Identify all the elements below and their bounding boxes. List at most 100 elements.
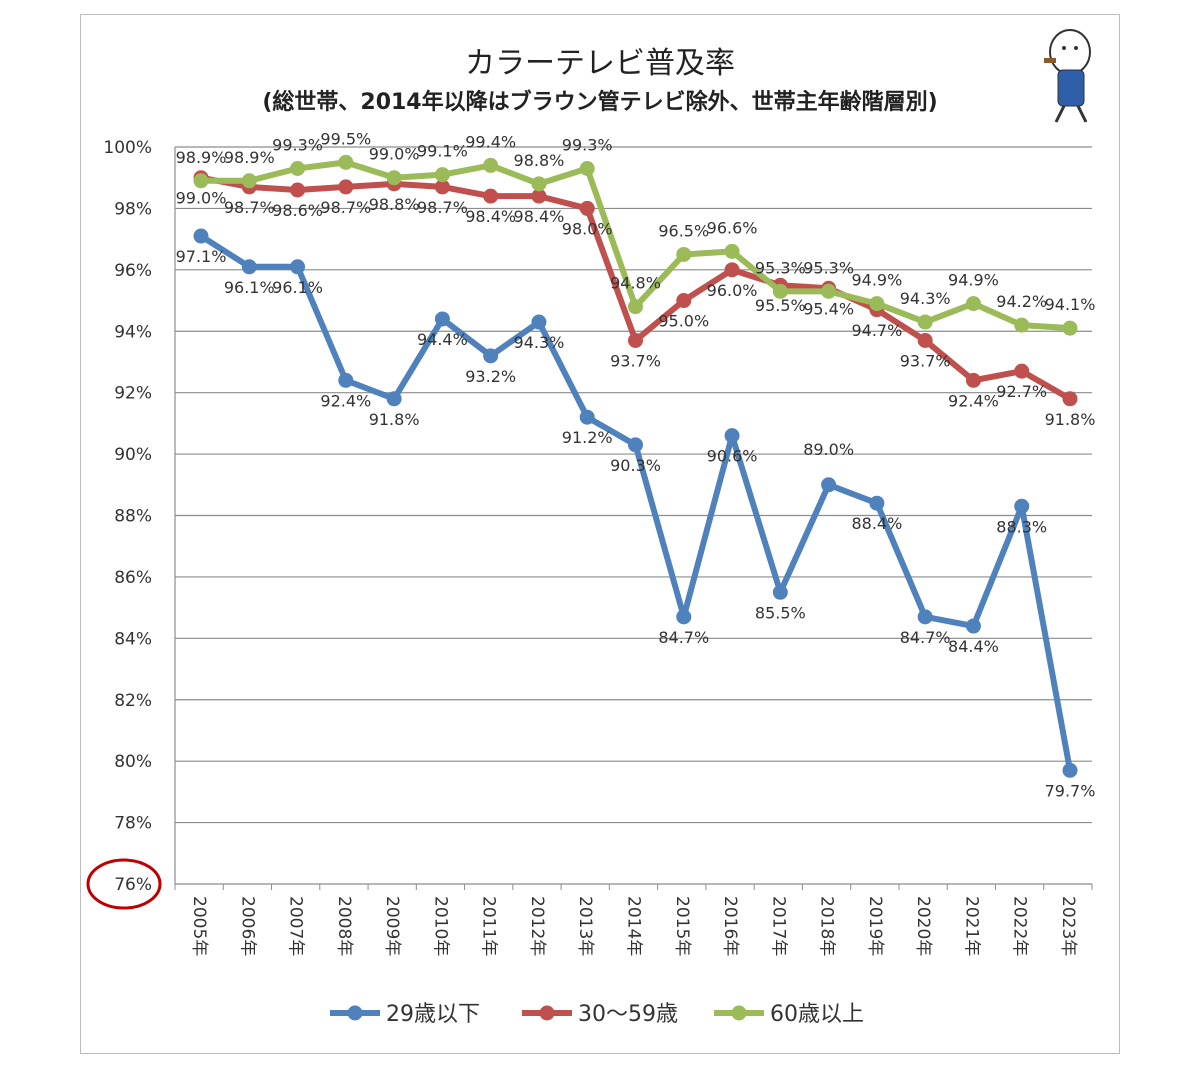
data-point xyxy=(917,332,933,348)
data-point xyxy=(290,160,306,176)
legend-item: 60歳以上 xyxy=(714,1002,864,1027)
data-point xyxy=(1014,498,1030,514)
data-label: 93.7% xyxy=(900,351,951,370)
data-label: 94.3% xyxy=(900,289,951,308)
x-tick-label: 2015年 xyxy=(672,896,692,956)
data-point xyxy=(434,311,450,327)
data-point xyxy=(579,160,595,176)
data-point xyxy=(772,283,788,299)
x-tick-label: 2006年 xyxy=(237,896,257,956)
data-label: 90.6% xyxy=(707,447,758,466)
data-point xyxy=(290,259,306,275)
data-point xyxy=(1014,363,1030,379)
mascot-icon xyxy=(1044,29,1091,123)
data-label: 91.8% xyxy=(1045,410,1096,429)
data-point xyxy=(628,437,643,453)
data-point xyxy=(772,584,788,600)
x-tick-label: 2009年 xyxy=(382,896,402,956)
y-tick-label: 92% xyxy=(114,384,152,404)
x-tick-label: 2021年 xyxy=(961,896,981,956)
data-label: 96.0% xyxy=(707,281,758,300)
data-point xyxy=(290,182,306,198)
x-tick-label: 2013年 xyxy=(575,896,595,956)
data-label: 99.3% xyxy=(562,135,613,154)
data-label: 93.7% xyxy=(610,351,661,370)
y-tick-label: 100% xyxy=(103,138,152,158)
chart-subtitle: (総世帯、2014年以降はブラウン管テレビ除外、世帯主年齢階層別) xyxy=(262,90,938,115)
y-tick-label: 78% xyxy=(114,814,152,834)
data-label: 98.8% xyxy=(514,151,565,170)
data-label: 88.3% xyxy=(996,517,1047,536)
legend-label: 60歳以上 xyxy=(770,1002,864,1027)
data-label: 92.4% xyxy=(320,391,371,410)
data-point xyxy=(724,262,740,278)
y-tick-label: 76% xyxy=(114,875,152,895)
data-point xyxy=(869,296,885,312)
y-tick-label: 84% xyxy=(114,629,152,649)
data-point xyxy=(821,477,837,493)
data-point xyxy=(724,428,740,444)
x-tick-label: 2022年 xyxy=(1010,896,1030,956)
y-tick-label: 86% xyxy=(114,568,152,588)
data-label: 93.2% xyxy=(465,367,516,386)
data-label: 92.4% xyxy=(948,391,999,410)
legend-item: 30〜59歳 xyxy=(522,1002,678,1027)
chart-frame xyxy=(80,14,1120,1054)
x-tick-label: 2018年 xyxy=(817,896,837,956)
x-tick-label: 2005年 xyxy=(189,896,209,956)
data-label: 92.7% xyxy=(996,382,1047,401)
x-tick-label: 2008年 xyxy=(334,896,354,956)
data-point xyxy=(628,299,643,315)
y-tick-label: 98% xyxy=(114,199,152,219)
y-tick-label: 80% xyxy=(114,752,152,772)
y-tick-label: 82% xyxy=(114,691,152,711)
highlight-circle xyxy=(86,858,162,910)
data-label: 98.8% xyxy=(369,195,420,214)
y-tick-label: 94% xyxy=(114,322,152,342)
data-point xyxy=(869,495,885,511)
data-point xyxy=(241,259,257,275)
data-point xyxy=(483,348,499,364)
data-point xyxy=(676,246,692,262)
data-point xyxy=(338,372,354,388)
data-label: 98.9% xyxy=(176,148,227,167)
data-point xyxy=(386,170,402,186)
data-label: 88.4% xyxy=(851,514,902,533)
data-point xyxy=(1014,317,1030,333)
legend-label: 30〜59歳 xyxy=(578,1002,678,1027)
data-point xyxy=(917,609,933,625)
data-label: 84.4% xyxy=(948,637,999,656)
data-label: 98.7% xyxy=(417,198,468,217)
x-tick-label: 2019年 xyxy=(865,896,885,956)
data-label: 94.7% xyxy=(851,321,902,340)
data-point xyxy=(531,188,547,204)
data-point xyxy=(241,173,257,189)
x-tick-label: 2020年 xyxy=(913,896,933,956)
legend-item: 29歳以下 xyxy=(330,1002,480,1027)
data-label: 94.3% xyxy=(514,333,565,352)
data-label: 91.2% xyxy=(562,428,613,447)
data-label: 96.6% xyxy=(707,218,758,237)
data-label: 84.7% xyxy=(658,628,709,647)
data-point xyxy=(965,296,981,312)
chart-title: カラーテレビ普及率 xyxy=(465,46,735,81)
data-label: 99.5% xyxy=(320,129,371,148)
data-label: 91.8% xyxy=(369,410,420,429)
data-label: 94.4% xyxy=(417,330,468,349)
data-label: 95.3% xyxy=(755,258,806,277)
data-label: 94.2% xyxy=(996,292,1047,311)
data-point xyxy=(531,314,547,330)
data-point xyxy=(579,200,595,216)
x-tick-label: 2023年 xyxy=(1058,896,1078,956)
data-label: 96.1% xyxy=(224,278,275,297)
data-label: 99.1% xyxy=(417,142,468,161)
data-label: 94.8% xyxy=(610,274,661,293)
data-point xyxy=(386,391,402,407)
data-point xyxy=(193,228,209,244)
data-label: 98.7% xyxy=(320,198,371,217)
data-label: 95.5% xyxy=(755,296,806,315)
data-point xyxy=(676,293,692,309)
data-label: 95.4% xyxy=(803,299,854,318)
data-label: 98.9% xyxy=(224,148,275,167)
